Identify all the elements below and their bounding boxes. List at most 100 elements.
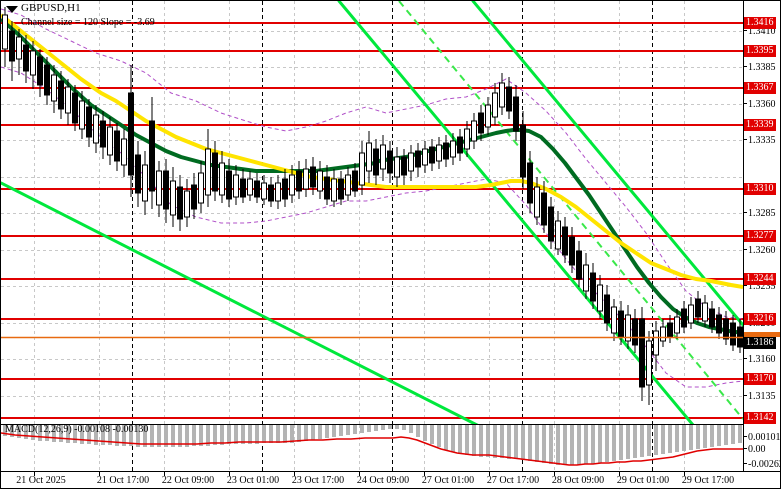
candle (16, 29, 22, 75)
candle (681, 301, 687, 333)
candle (72, 85, 78, 131)
candle (107, 117, 113, 165)
candle (534, 177, 540, 225)
candle (569, 227, 575, 273)
candle (436, 137, 442, 169)
candle (233, 165, 239, 205)
candle (401, 149, 407, 185)
candle (191, 173, 197, 219)
price-level-label[interactable]: 1.3395 (744, 45, 776, 57)
candle (135, 141, 141, 207)
candle (352, 163, 358, 197)
price-level-label[interactable]: 1.3244 (744, 273, 776, 285)
candle (660, 319, 666, 347)
candle (625, 305, 631, 349)
candle (93, 105, 99, 153)
candle (37, 49, 43, 97)
candle (65, 79, 71, 125)
candle (555, 211, 561, 255)
y-tick: 1.3160 (744, 355, 776, 365)
candle (464, 121, 470, 157)
candle (695, 291, 701, 323)
candle (86, 99, 92, 147)
candle (240, 169, 246, 203)
macd-pane[interactable]: MACD(12,26,9) -0.00108 -0.00130 (1, 424, 743, 471)
triangle-down-icon[interactable] (6, 6, 18, 13)
candle (387, 141, 393, 183)
candle (597, 275, 603, 319)
candle (527, 151, 533, 213)
candle (121, 129, 127, 177)
price-chart-pane[interactable]: GBPUSD,H1 Channel size = 120 Slope = -3.… (1, 1, 743, 425)
bollinger-bands (1, 8, 743, 388)
x-tick-label: 27 Oct 01:00 (421, 475, 475, 486)
candle (338, 171, 344, 205)
price-level-label[interactable]: 1.3310 (744, 183, 776, 195)
candle (100, 111, 106, 159)
x-tick-label: 21 Oct 17:00 (96, 475, 150, 486)
candle (310, 157, 316, 195)
candle (170, 167, 176, 227)
current-price-label[interactable]: 1.3186 (744, 337, 776, 349)
candle (23, 35, 29, 83)
price-level-label[interactable]: 1.3142 (744, 412, 776, 424)
candle (184, 179, 190, 227)
candle (226, 159, 232, 207)
candle (443, 135, 449, 167)
candle (261, 175, 267, 205)
y-tick: 1.3335 (744, 136, 776, 146)
candle (149, 97, 155, 209)
candle (296, 161, 302, 199)
price-level-label[interactable]: 1.3216 (744, 313, 776, 325)
candle (408, 145, 414, 181)
candle (590, 263, 596, 309)
candle (9, 21, 15, 81)
time-axis[interactable]: 21 Oct 2025 21 Oct 17:00 22 Oct 09:00 23… (1, 471, 780, 488)
price-level-label[interactable]: 1.3170 (744, 373, 776, 385)
candle (632, 309, 638, 353)
candle (359, 141, 365, 195)
y-tick: 1.3285 (744, 209, 776, 219)
candle (576, 241, 582, 287)
candle (394, 147, 400, 187)
y-tick: 1.3260 (744, 246, 776, 256)
price-level-label[interactable]: 1.3277 (744, 230, 776, 242)
candle (142, 151, 148, 215)
x-tick-label: 27 Oct 17:00 (486, 475, 540, 486)
candle (282, 169, 288, 207)
candle (702, 295, 708, 327)
x-tick-label: 21 Oct 2025 (16, 475, 66, 486)
y-tick: 1.3410 (744, 27, 776, 37)
candle (492, 83, 498, 125)
candle (58, 71, 64, 119)
price-chart-svg (1, 1, 743, 425)
candle (562, 217, 568, 263)
y-tick: 1.3385 (744, 63, 776, 73)
candle (205, 129, 211, 207)
candle (79, 91, 85, 139)
macd-chart-svg (1, 425, 743, 471)
candle (44, 57, 50, 105)
price-level-label[interactable]: 1.3416 (744, 17, 776, 29)
candle (254, 173, 260, 203)
y-tick: 1.3135 (744, 392, 776, 402)
candle (177, 175, 183, 231)
candle (674, 309, 680, 339)
pane-separator (1, 424, 743, 425)
candle (51, 65, 57, 113)
candle (303, 159, 309, 197)
candle (429, 139, 435, 171)
x-tick-label: 23 Oct 01:00 (226, 475, 280, 486)
candle (583, 253, 589, 299)
macd-histogram (3, 425, 742, 465)
channel-indicator-label: Channel size = 120 Slope = -3.69 (21, 17, 155, 28)
candle (513, 85, 519, 141)
candle (499, 73, 505, 115)
candle (268, 177, 274, 207)
regression-channel (1, 1, 743, 425)
price-level-label[interactable]: 1.3339 (744, 119, 776, 131)
price-axis[interactable]: 1.3410 1.3385 1.3360 1.3335 1.3285 1.326… (743, 1, 780, 471)
price-level-label[interactable]: 1.3367 (744, 82, 776, 94)
candle (653, 321, 659, 371)
